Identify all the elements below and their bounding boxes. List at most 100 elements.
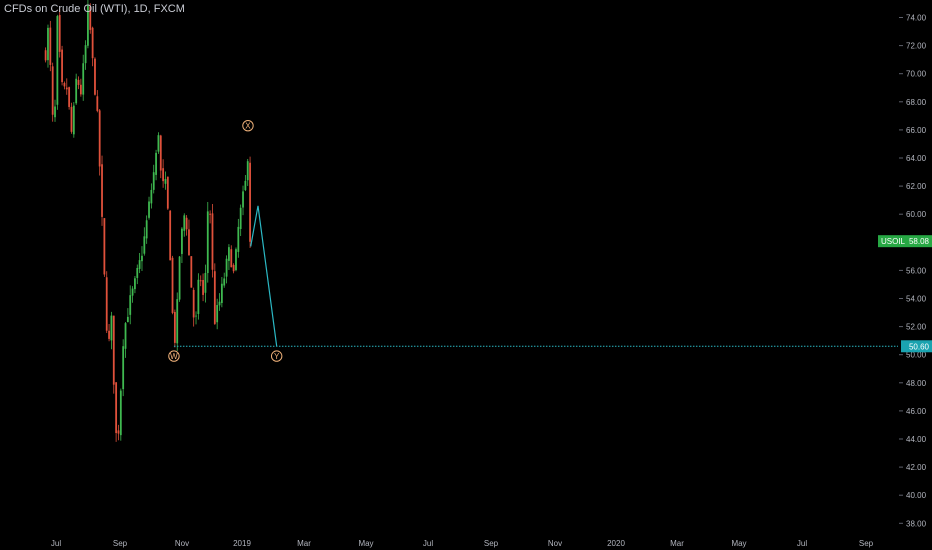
candle-body	[190, 256, 193, 288]
candle	[192, 287, 195, 327]
candle	[54, 99, 56, 122]
candle	[112, 315, 115, 394]
wave-label-text: X	[245, 121, 251, 130]
candle-body	[225, 258, 228, 277]
candle-body	[244, 180, 247, 191]
candle-body	[246, 161, 249, 181]
candle	[155, 149, 157, 181]
candle-body	[249, 162, 251, 242]
candle	[239, 204, 242, 237]
candle-body	[65, 87, 68, 90]
candle-body	[178, 256, 181, 300]
candle-body	[169, 210, 172, 261]
last-price-symbol: USOIL	[881, 237, 906, 246]
y-tick-label: 72.00	[906, 42, 927, 51]
candle-body	[162, 168, 165, 182]
candle	[136, 264, 139, 285]
y-tick: 46.00	[899, 407, 927, 416]
last-price-tag-bg	[878, 235, 932, 248]
candle	[105, 271, 108, 333]
y-tick: 42.00	[899, 463, 927, 472]
wave-labels: W X Y	[168, 119, 283, 362]
x-tick-label: Mar	[670, 539, 684, 548]
time-axis[interactable]: Jul Sep Nov 2019 Mar May Jul Sep Nov 2020 Mar May Ju…	[51, 539, 874, 548]
candle	[44, 47, 47, 63]
candle	[117, 424, 120, 441]
candle-body	[134, 278, 136, 290]
candle	[148, 196, 150, 220]
y-tick: 62.00	[899, 182, 927, 191]
candle	[84, 40, 87, 70]
y-tick: 64.00	[899, 154, 927, 163]
y-tick-label: 48.00	[906, 379, 927, 388]
candle-body	[112, 315, 115, 385]
y-tick-label: 54.00	[906, 295, 927, 304]
candle-body	[115, 382, 118, 434]
candle	[181, 227, 183, 264]
candle	[49, 20, 52, 72]
price-tags: USOIL 58.08 50.60	[878, 235, 932, 353]
candle-body	[44, 50, 47, 61]
candle	[61, 45, 63, 86]
candle	[237, 218, 240, 258]
candle-body	[237, 226, 240, 252]
candle-body	[183, 215, 186, 231]
candle-body	[145, 220, 148, 239]
candle-body	[68, 87, 71, 107]
candle	[87, 0, 89, 49]
y-tick-label: 74.00	[906, 14, 927, 23]
candle	[108, 323, 110, 342]
y-tick-label: 56.00	[906, 266, 927, 275]
candle-body	[51, 66, 54, 115]
candle	[173, 309, 176, 348]
candle-body	[220, 283, 223, 303]
x-tick-label: Jul	[797, 539, 807, 548]
candle	[176, 292, 179, 351]
candle	[82, 54, 85, 101]
wave-label-ring	[242, 119, 254, 132]
candle	[220, 276, 223, 308]
candle	[96, 90, 99, 113]
candle-body	[54, 106, 56, 118]
candle-body	[70, 106, 73, 132]
candle-body	[171, 257, 174, 313]
candle-body	[185, 217, 188, 230]
candle	[159, 134, 162, 179]
candle-body	[124, 323, 127, 349]
candle-body	[110, 315, 113, 341]
candle	[218, 293, 221, 311]
x-tick-label: 2020	[607, 539, 625, 548]
wave-label-x: X	[242, 119, 254, 132]
candle-body	[122, 346, 125, 390]
level-tag-value: 50.60	[909, 342, 930, 351]
candle-body	[138, 260, 141, 269]
candle	[68, 86, 71, 110]
wave-label-ring	[270, 350, 283, 362]
candle-body	[143, 236, 146, 254]
candle-body	[204, 272, 207, 293]
candle	[134, 275, 136, 294]
y-tick: 72.00	[899, 42, 927, 51]
x-tick-label: Nov	[548, 539, 562, 548]
candle	[242, 185, 244, 216]
candle-body	[94, 58, 96, 95]
y-tick-label: 42.00	[906, 463, 927, 472]
candle-body	[206, 211, 209, 274]
y-tick-label: 40.00	[906, 491, 927, 500]
candle	[143, 227, 146, 256]
candle-body	[129, 295, 132, 315]
candle-body	[49, 27, 52, 65]
y-tick: 38.00	[899, 519, 927, 528]
candle	[65, 78, 68, 95]
last-price-value: 58.08	[909, 237, 930, 246]
candle	[202, 273, 204, 302]
y-tick-label: 44.00	[906, 435, 927, 444]
candle-body	[176, 299, 179, 344]
y-tick: 66.00	[899, 126, 927, 135]
candle	[178, 256, 181, 302]
candle-body	[216, 305, 219, 323]
candle-body	[173, 311, 176, 343]
y-tick: 56.00	[899, 266, 927, 275]
